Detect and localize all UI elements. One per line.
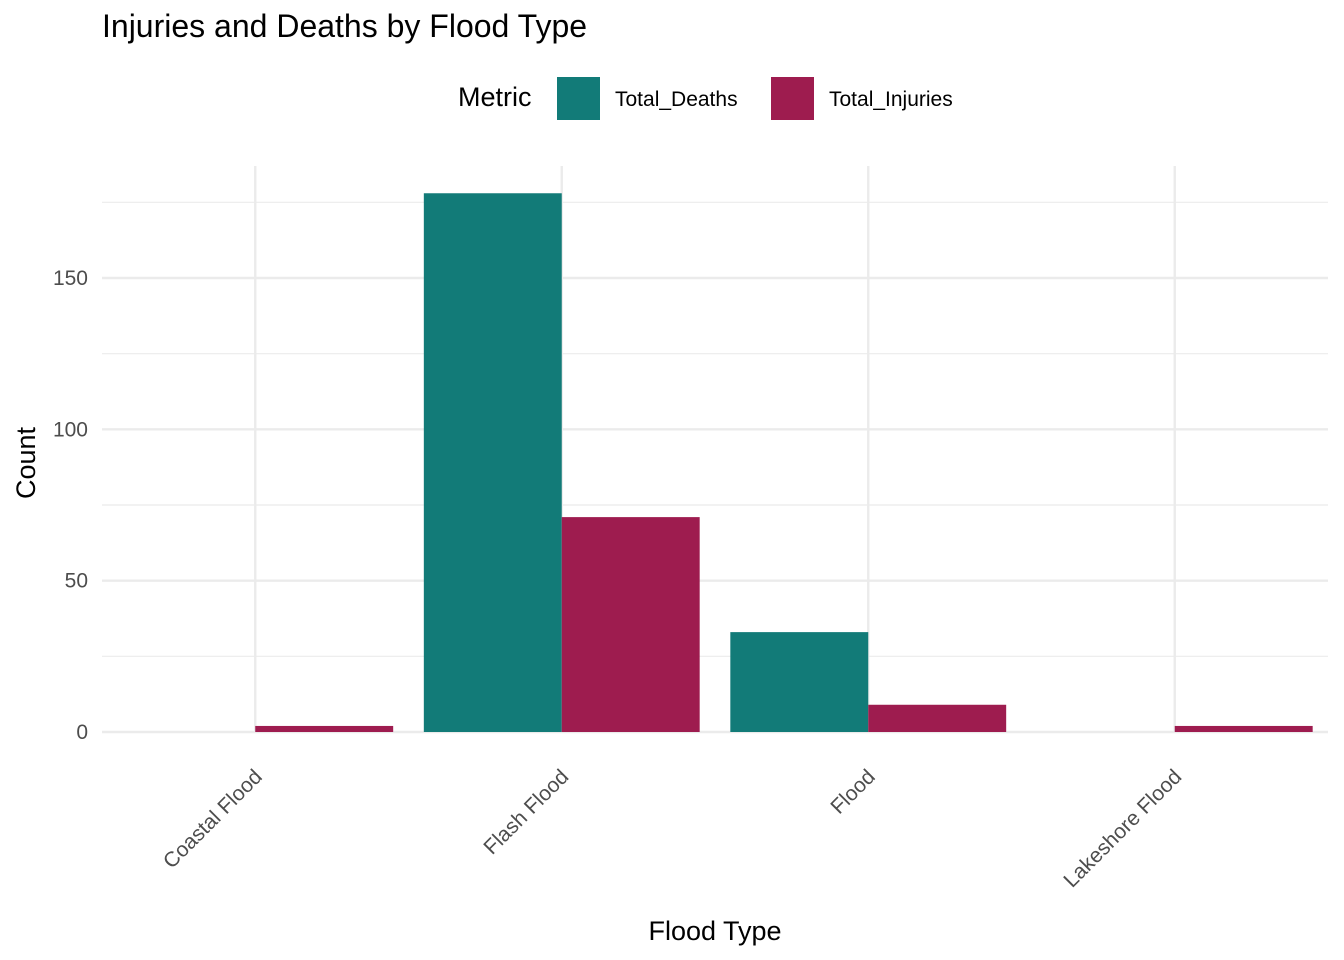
y-axis-label: Count	[11, 426, 41, 499]
bar-total-injuries-lakeshore-flood	[1174, 725, 1313, 732]
legend-key-total-deaths	[557, 77, 600, 120]
bar-total-injuries-coastal-flood	[255, 725, 394, 732]
bars	[255, 193, 1313, 733]
x-tick-label: Flood	[826, 765, 879, 818]
y-tick-labels: 0 50 100 150	[53, 267, 88, 744]
bar-total-deaths-flash-flood	[423, 193, 562, 733]
x-tick-label: Coastal Flood	[159, 765, 267, 873]
x-tick-label: Flash Flood	[479, 765, 573, 859]
legend-label-total-deaths: Total_Deaths	[615, 88, 738, 111]
legend-label-total-injuries: Total_Injuries	[829, 88, 953, 111]
y-tick-label: 150	[53, 267, 88, 290]
bar-total-deaths-flood	[730, 632, 869, 732]
y-tick-label: 100	[53, 418, 88, 441]
x-axis-label: Flood Type	[648, 916, 781, 946]
legend-title: Metric	[458, 82, 532, 112]
legend: Metric Total_Deaths Total_Injuries	[0, 74, 1344, 126]
bar-total-injuries-flood	[868, 704, 1007, 732]
y-tick-label: 50	[65, 570, 88, 593]
y-tick-label: 0	[76, 721, 88, 744]
legend-key-total-injuries	[771, 77, 814, 120]
x-tick-label: Lakeshore Flood	[1059, 765, 1186, 892]
minor-gridlines	[102, 201, 1328, 657]
bar-total-injuries-flash-flood	[561, 517, 700, 732]
major-gridlines	[102, 166, 1328, 734]
x-tick-labels: Coastal Flood Flash Flood Flood Lakeshore F…	[159, 765, 1186, 892]
chart-title: Injuries and Deaths by Flood Type	[102, 8, 588, 44]
